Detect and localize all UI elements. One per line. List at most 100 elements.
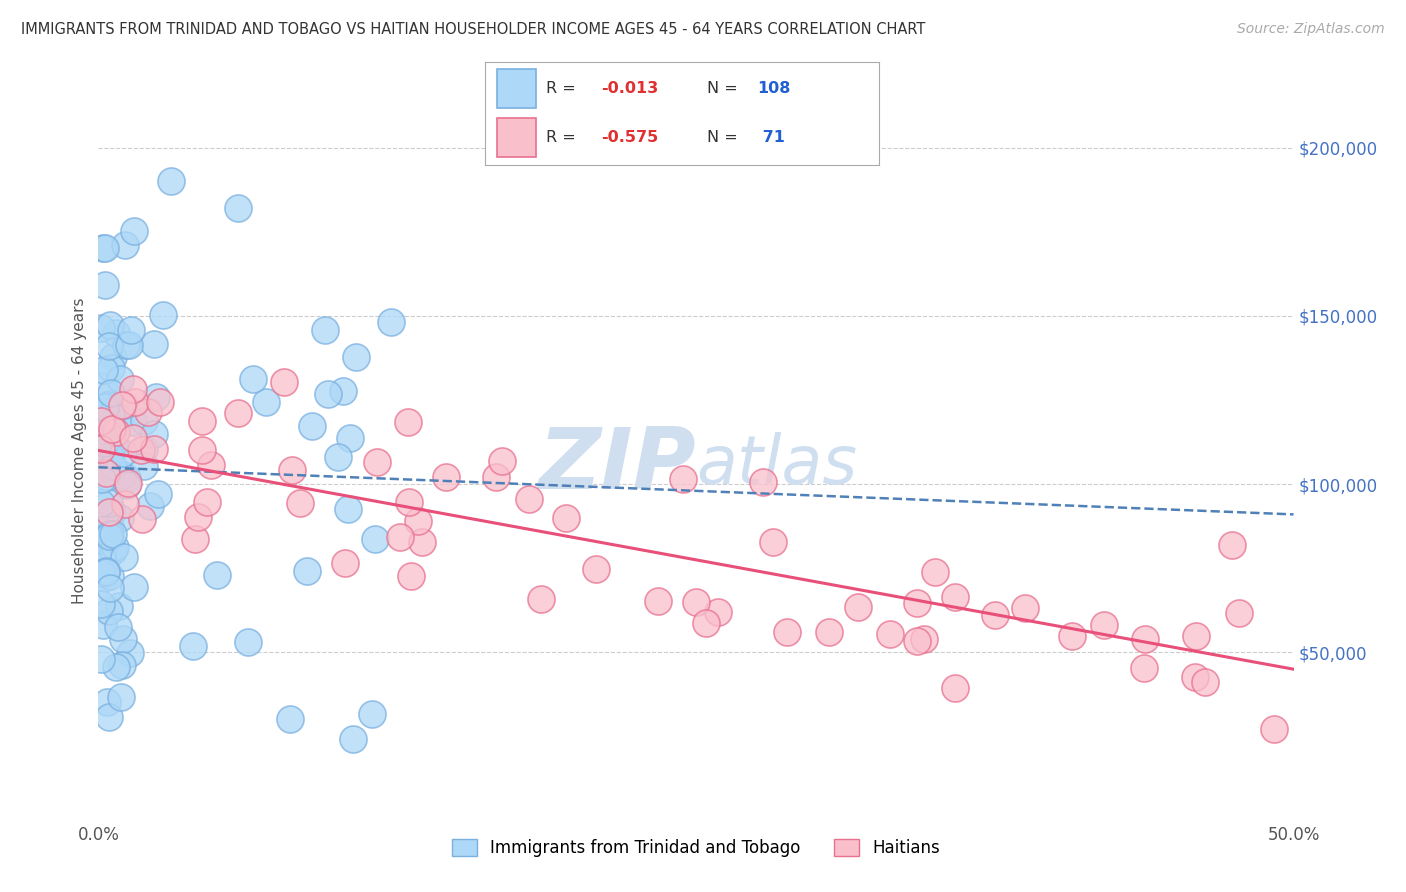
Point (152, 309, 174, 323)
Point (530, 592, 553, 607)
Point (94, 565, 117, 579)
Point (1194, 675, 1216, 690)
Bar (496, 118, 536, 157)
Point (1062, 629, 1084, 643)
Text: IMMIGRANTS FROM TRINIDAD AND TOBAGO VS HAITIAN HOUSEHOLDER INCOME AGES 45 - 64 Y: IMMIGRANTS FROM TRINIDAD AND TOBAGO VS H… (21, 22, 925, 37)
Point (129, 443, 152, 458)
Point (361, 707, 384, 722)
Text: N =: N = (707, 130, 744, 145)
Point (301, 418, 323, 433)
Point (226, 406, 249, 420)
Point (1133, 632, 1156, 646)
Point (752, 475, 775, 490)
Point (91, 379, 114, 393)
Point (344, 350, 367, 364)
Point (1092, 618, 1115, 632)
Point (143, 442, 166, 456)
Point (647, 594, 669, 608)
Point (335, 556, 357, 570)
Text: -0.575: -0.575 (602, 130, 658, 145)
Point (96, 470, 118, 484)
Point (149, 395, 172, 409)
Point (943, 681, 966, 695)
Legend: Immigrants from Trinidad and Tobago, Haitians: Immigrants from Trinidad and Tobago, Hai… (446, 832, 946, 864)
Point (160, 174, 183, 188)
Point (337, 502, 360, 516)
Point (103, 350, 125, 364)
Bar (496, 69, 536, 108)
Point (326, 450, 349, 465)
Point (94, 400, 117, 414)
Point (90, 414, 112, 428)
Point (101, 458, 124, 473)
Point (114, 237, 136, 252)
Point (396, 415, 419, 429)
Point (122, 415, 145, 429)
Point (96, 695, 118, 709)
Point (134, 459, 156, 474)
Point (366, 455, 388, 469)
Point (104, 425, 127, 440)
Point (114, 497, 136, 511)
Point (96, 466, 118, 480)
Point (364, 532, 387, 546)
Point (200, 458, 222, 472)
Point (776, 624, 799, 639)
Point (101, 543, 124, 558)
Point (121, 431, 143, 445)
Point (879, 627, 901, 641)
Point (132, 414, 155, 428)
Point (111, 398, 134, 412)
Point (380, 315, 402, 329)
Point (111, 632, 134, 646)
Point (1227, 606, 1250, 620)
Point (90, 566, 112, 580)
Point (94, 436, 117, 450)
Text: R =: R = (546, 81, 581, 96)
Point (98, 318, 121, 333)
Point (104, 326, 127, 340)
Point (94, 278, 117, 293)
Point (108, 511, 131, 525)
Point (100, 408, 122, 422)
Point (90, 515, 112, 529)
Point (205, 567, 228, 582)
Point (90, 598, 112, 612)
Point (90, 496, 112, 510)
Point (104, 660, 127, 674)
Point (288, 496, 311, 510)
Point (115, 338, 138, 352)
Point (90, 533, 112, 548)
Point (389, 531, 412, 545)
Point (98, 547, 121, 561)
Point (912, 632, 935, 646)
Point (100, 413, 122, 427)
Point (131, 511, 153, 525)
Point (236, 635, 259, 649)
Point (924, 566, 946, 580)
Point (98, 450, 121, 464)
Point (181, 639, 204, 653)
Point (96, 565, 118, 579)
Point (90, 442, 112, 456)
Point (145, 390, 167, 404)
Point (485, 469, 508, 483)
Point (943, 590, 966, 604)
Point (706, 605, 728, 619)
Point (142, 337, 165, 351)
Point (190, 414, 212, 428)
Point (117, 471, 139, 485)
Point (195, 495, 218, 509)
Point (98, 519, 121, 533)
Point (115, 478, 138, 492)
Point (111, 657, 134, 672)
Point (112, 550, 135, 565)
Point (411, 535, 433, 549)
Point (762, 534, 785, 549)
Point (1132, 660, 1154, 674)
Point (100, 569, 122, 583)
Point (108, 599, 131, 613)
Point (97, 528, 120, 542)
Point (101, 422, 124, 436)
Point (100, 444, 122, 458)
